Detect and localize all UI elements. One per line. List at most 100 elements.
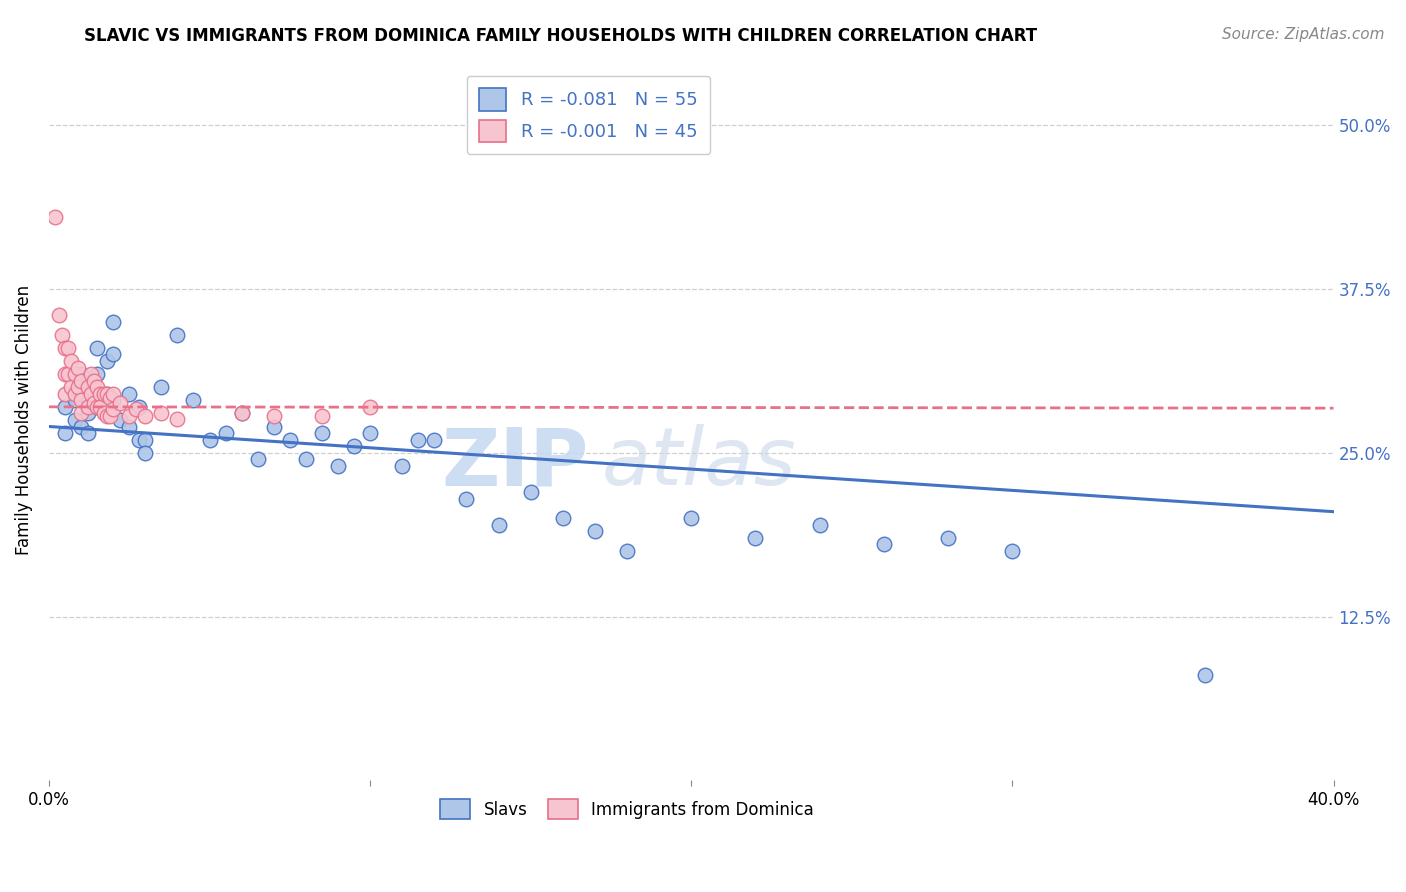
Point [70, 374, 93, 388]
Point [128, 433, 150, 447]
Point [66, 380, 89, 394]
Point [128, 400, 150, 414]
Point [391, 458, 413, 473]
Point [118, 386, 141, 401]
Point [231, 406, 253, 420]
Point [311, 409, 333, 423]
Point [103, 347, 125, 361]
Point [150, 380, 173, 394]
Point [166, 411, 188, 425]
Point [98, 409, 121, 423]
Point [89, 386, 111, 401]
Point [53, 400, 76, 414]
Point [423, 433, 446, 447]
Text: ZIP: ZIP [441, 425, 589, 502]
Point [214, 425, 236, 440]
Point [53, 367, 76, 381]
Point [616, 544, 638, 558]
Point [86, 400, 108, 414]
Point [60, 380, 83, 394]
Point [263, 409, 285, 423]
Point [359, 400, 381, 414]
Point [198, 433, 221, 447]
Point [936, 531, 959, 545]
Point [583, 524, 606, 539]
Point [76, 425, 98, 440]
Point [89, 400, 111, 414]
Text: Source: ZipAtlas.com: Source: ZipAtlas.com [1222, 27, 1385, 42]
Point [86, 341, 108, 355]
Point [76, 400, 98, 414]
Y-axis label: Family Households with Children: Family Households with Children [15, 285, 32, 555]
Point [134, 409, 156, 423]
Point [44, 210, 66, 224]
Point [488, 517, 510, 532]
Point [70, 393, 93, 408]
Point [63, 367, 86, 381]
Point [150, 406, 173, 420]
Point [183, 393, 205, 408]
Point [86, 367, 108, 381]
Text: atlas: atlas [602, 425, 796, 502]
Point [70, 419, 93, 434]
Point [80, 386, 103, 401]
Point [96, 386, 118, 401]
Point [166, 327, 188, 342]
Point [103, 393, 125, 408]
Point [83, 374, 105, 388]
Point [96, 409, 118, 423]
Point [63, 413, 86, 427]
Point [311, 425, 333, 440]
Point [76, 380, 98, 394]
Point [96, 386, 118, 401]
Point [124, 402, 146, 417]
Point [134, 433, 156, 447]
Point [96, 354, 118, 368]
Point [744, 531, 766, 545]
Point [263, 419, 285, 434]
Point [53, 341, 76, 355]
Point [231, 406, 253, 420]
Point [1194, 668, 1216, 682]
Point [51, 327, 73, 342]
Point [53, 386, 76, 401]
Point [118, 419, 141, 434]
Point [134, 446, 156, 460]
Point [278, 433, 301, 447]
Point [80, 367, 103, 381]
Point [98, 391, 121, 405]
Point [70, 367, 93, 381]
Point [58, 367, 80, 381]
Point [76, 380, 98, 394]
Point [63, 393, 86, 408]
Point [93, 386, 115, 401]
Point [76, 406, 98, 420]
Point [519, 485, 541, 500]
Point [66, 360, 89, 375]
Point [86, 400, 108, 414]
Point [246, 452, 269, 467]
Point [108, 396, 131, 410]
Point [83, 396, 105, 410]
Point [681, 511, 703, 525]
Point [118, 409, 141, 423]
Point [86, 380, 108, 394]
Text: SLAVIC VS IMMIGRANTS FROM DOMINICA FAMILY HOUSEHOLDS WITH CHILDREN CORRELATION C: SLAVIC VS IMMIGRANTS FROM DOMINICA FAMIL… [84, 27, 1038, 45]
Point [70, 386, 93, 401]
Point [103, 402, 125, 417]
Point [103, 315, 125, 329]
Point [93, 406, 115, 420]
Point [295, 452, 318, 467]
Point [873, 537, 896, 551]
Point [1001, 544, 1024, 558]
Point [58, 341, 80, 355]
Point [103, 386, 125, 401]
Point [456, 491, 478, 506]
Point [808, 517, 831, 532]
Point [108, 413, 131, 427]
Point [48, 308, 70, 322]
Point [63, 386, 86, 401]
Point [359, 425, 381, 440]
Point [53, 425, 76, 440]
Legend: Slavs, Immigrants from Dominica: Slavs, Immigrants from Dominica [433, 792, 820, 826]
